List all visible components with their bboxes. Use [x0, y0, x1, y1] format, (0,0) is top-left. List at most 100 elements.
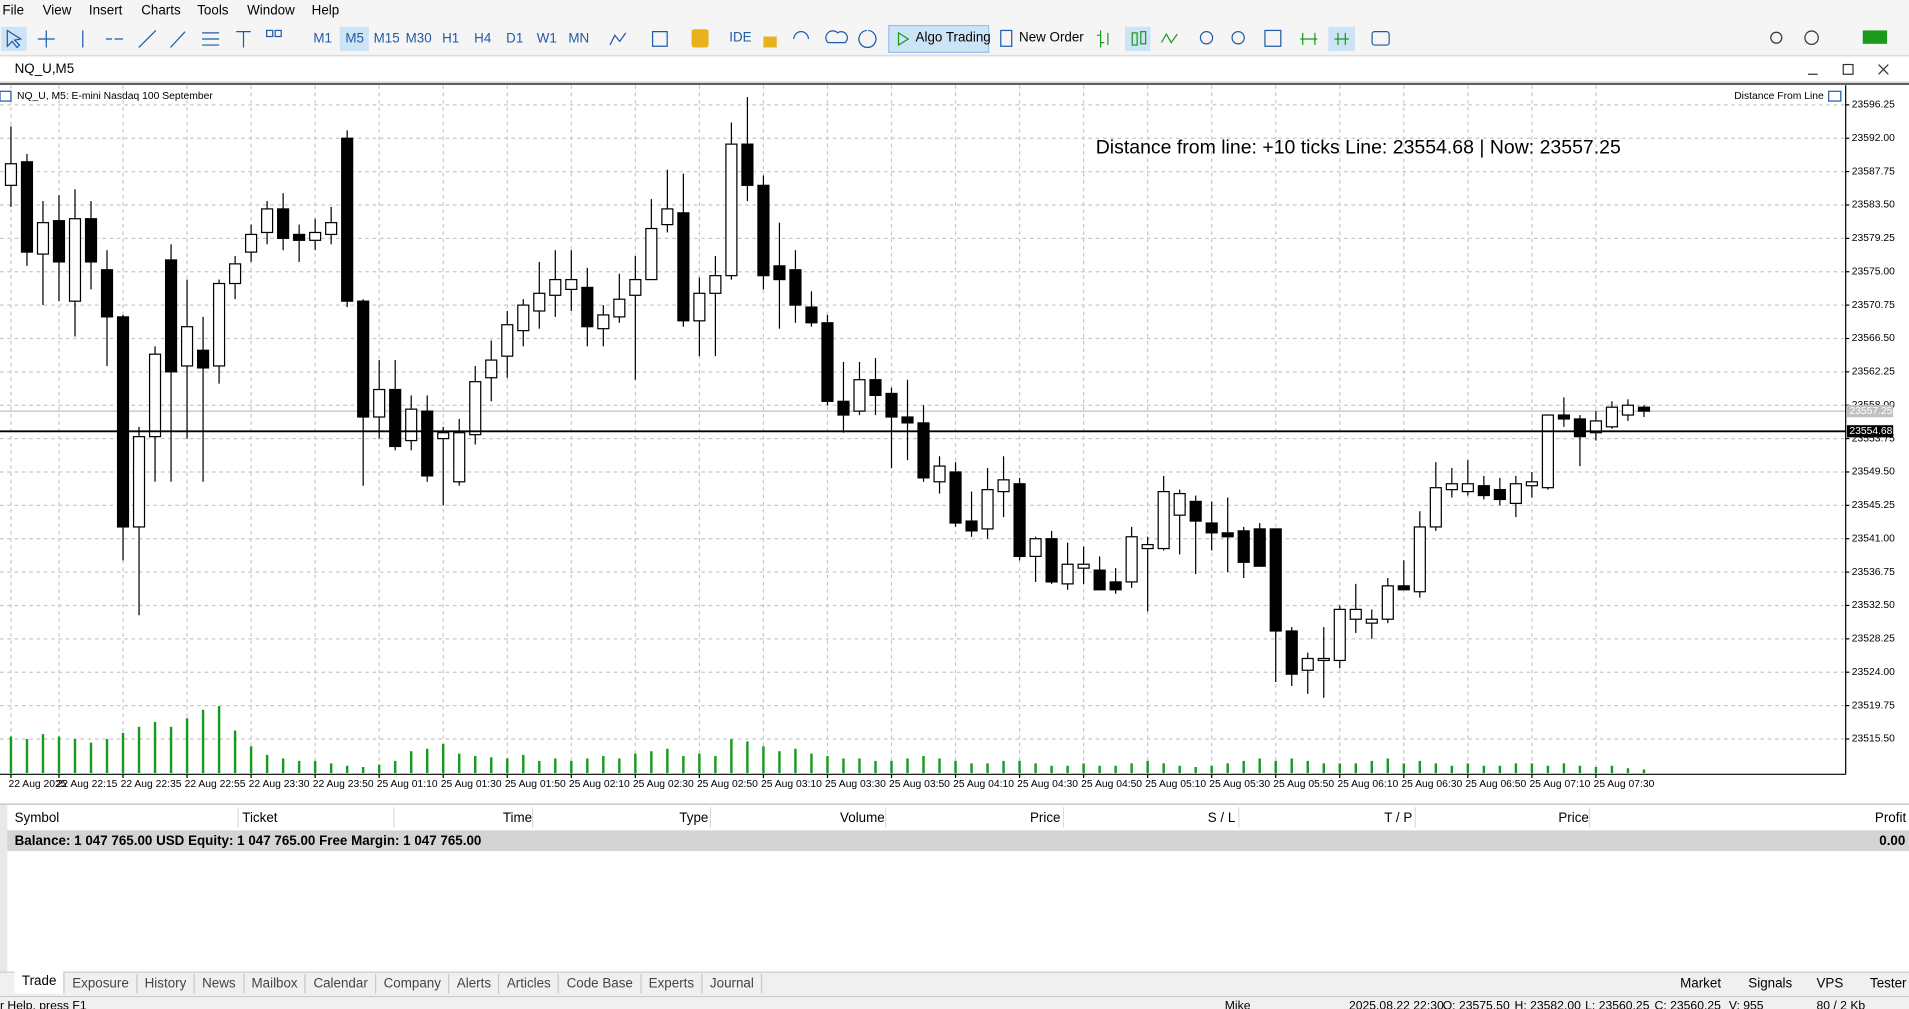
- search-icon[interactable]: [1770, 31, 1783, 44]
- new-order-icon[interactable]: [1000, 29, 1013, 47]
- candle-body: [1381, 585, 1394, 620]
- algo-trading-label[interactable]: Algo Trading: [915, 30, 991, 46]
- tab[interactable]: Trade: [14, 971, 65, 994]
- menu-item[interactable]: Insert: [88, 3, 123, 19]
- shapes-icon[interactable]: [274, 29, 282, 38]
- candle-body: [1285, 630, 1298, 675]
- menu-item[interactable]: View: [42, 3, 72, 19]
- candle-icon[interactable]: [1140, 31, 1147, 45]
- column-header[interactable]: Price: [1029, 810, 1061, 826]
- menu-item[interactable]: Window: [247, 3, 295, 19]
- indicator-icon: [1828, 90, 1842, 102]
- service-icons[interactable]: [793, 29, 877, 49]
- x-tick-label: 22 Aug 22:15: [57, 779, 118, 790]
- tile-icon[interactable]: [1264, 29, 1282, 47]
- tab[interactable]: Alerts: [449, 973, 500, 994]
- maximize[interactable]: [1842, 63, 1854, 75]
- candle-body: [1429, 487, 1442, 528]
- menu-item[interactable]: File: [2, 3, 25, 19]
- account-icon[interactable]: [1804, 30, 1819, 46]
- tab[interactable]: Calendar: [306, 973, 377, 994]
- timeframe-button[interactable]: H4: [474, 31, 492, 47]
- candle-body: [789, 269, 802, 306]
- autoscroll-icon[interactable]: [1300, 32, 1318, 46]
- cursor-icon[interactable]: [6, 29, 23, 49]
- candle-body: [405, 408, 418, 442]
- candle-body: [1157, 491, 1170, 550]
- candle-icon[interactable]: [1131, 32, 1138, 46]
- column-header[interactable]: S / L: [1207, 810, 1236, 826]
- x-tick-label: 25 Aug 04:10: [953, 779, 1014, 790]
- status-field: 2025.08.22 22:30: [1348, 999, 1444, 1009]
- timeframe-button[interactable]: H1: [442, 31, 460, 47]
- column-header[interactable]: Profit: [1874, 810, 1907, 826]
- tab[interactable]: Exposure: [65, 973, 138, 994]
- column-header[interactable]: Price: [1558, 810, 1589, 826]
- timeframe-button[interactable]: M1: [313, 31, 332, 47]
- x-tick-label: 22 Aug 22:55: [185, 779, 246, 790]
- x-tick-label: 25 Aug 03:30: [825, 779, 886, 790]
- tab[interactable]: History: [137, 973, 195, 994]
- menu-item[interactable]: Charts: [141, 3, 181, 19]
- line-chart-icon[interactable]: [1160, 32, 1178, 44]
- menu-item[interactable]: Tools: [197, 3, 229, 19]
- tab[interactable]: Mailbox: [244, 973, 307, 994]
- play-icon[interactable]: [897, 31, 910, 47]
- timeframe-button[interactable]: M5: [340, 26, 370, 52]
- lock-icon[interactable]: [763, 36, 777, 48]
- candle-body: [1541, 414, 1554, 489]
- bar-chart-icon[interactable]: [1096, 30, 1109, 48]
- ide-button[interactable]: IDE: [729, 30, 752, 46]
- indicator-icons[interactable]: [609, 31, 668, 47]
- x-tick-label: 22 Aug 22:35: [121, 779, 182, 790]
- candle-body: [1477, 485, 1490, 497]
- market-icon[interactable]: [691, 29, 709, 48]
- column-header[interactable]: T / P: [1384, 810, 1413, 826]
- right-tab[interactable]: Market: [1680, 976, 1722, 992]
- candle-body: [261, 208, 274, 234]
- shapes-icon[interactable]: [266, 29, 274, 38]
- candle-body: [293, 233, 306, 241]
- shift-icon[interactable]: [1334, 32, 1349, 46]
- cursor-icon[interactable]: [1, 26, 27, 52]
- right-tab[interactable]: VPS: [1816, 976, 1844, 992]
- annotation: Distance from line: +10 ticks Line: 2355…: [1096, 137, 1621, 159]
- timeframe-button[interactable]: M30: [405, 31, 432, 47]
- close[interactable]: [1878, 64, 1889, 75]
- tab[interactable]: Articles: [500, 973, 560, 994]
- zoom-out-icon[interactable]: [1231, 31, 1245, 45]
- column-header[interactable]: Time: [502, 810, 533, 826]
- indicator-name: Distance From Line: [1734, 91, 1824, 102]
- column-separator: [532, 807, 534, 828]
- window-controls[interactable]: [1802, 57, 1899, 81]
- x-tick-label: 25 Aug 03:50: [889, 779, 950, 790]
- menu-item[interactable]: Help: [311, 3, 340, 19]
- right-tab[interactable]: Signals: [1748, 976, 1793, 992]
- tab[interactable]: News: [195, 973, 245, 994]
- tab[interactable]: Code Base: [559, 973, 642, 994]
- column-separator: [1588, 807, 1591, 828]
- timeframe-button[interactable]: W1: [536, 31, 557, 47]
- y-tick-label: 23515.50: [1852, 734, 1895, 745]
- candle-body: [116, 316, 130, 528]
- zoom-in-icon[interactable]: [1199, 31, 1214, 45]
- algo-trading-button[interactable]: [888, 24, 990, 53]
- timeframe-button[interactable]: M15: [373, 31, 400, 47]
- drawing-tools[interactable]: [82, 30, 251, 48]
- candle-body: [389, 388, 402, 448]
- tab[interactable]: Company: [376, 973, 450, 994]
- column-header[interactable]: Symbol: [14, 810, 60, 826]
- tab[interactable]: Journal: [703, 973, 763, 994]
- tab[interactable]: Experts: [641, 973, 703, 994]
- screenshot-icon[interactable]: [1371, 31, 1390, 46]
- crosshair-icon[interactable]: [37, 30, 55, 48]
- column-header[interactable]: Volume: [840, 810, 885, 826]
- right-tab[interactable]: Tester: [1870, 976, 1907, 992]
- candle-body: [725, 143, 738, 277]
- candle-body: [1093, 569, 1106, 591]
- column-header[interactable]: Type: [679, 810, 709, 826]
- new-order-button[interactable]: New Order: [1019, 30, 1084, 46]
- timeframe-button[interactable]: D1: [506, 31, 524, 47]
- column-header[interactable]: Ticket: [242, 810, 278, 826]
- timeframe-button[interactable]: MN: [568, 31, 590, 47]
